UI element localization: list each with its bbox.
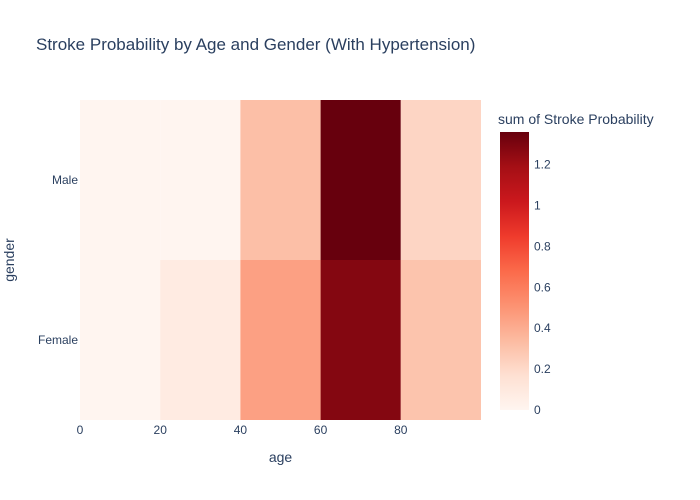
chart-title: Stroke Probability by Age and Gender (Wi… (36, 35, 475, 54)
colorbar-tick-label: 0 (534, 403, 541, 417)
colorbar-tick-label: 1.2 (534, 158, 551, 172)
y-axis-title: gender (1, 238, 17, 282)
heatmap-cell-male-0-20[interactable] (80, 100, 161, 260)
x-axis-title: age (269, 449, 293, 465)
x-tick-label: 80 (394, 423, 408, 437)
heatmap-cell-male-20-40[interactable] (160, 100, 241, 260)
x-tick-label: 0 (77, 423, 84, 437)
heatmap-cell-female-20-40[interactable] (160, 260, 241, 420)
heatmap-cells (80, 100, 481, 420)
colorbar-tick-label: 0.8 (534, 239, 551, 253)
heatmap-cell-male-80-100[interactable] (400, 100, 481, 260)
heatmap-cell-male-40-60[interactable] (240, 100, 321, 260)
heatmap-cell-male-60-80[interactable] (320, 100, 401, 260)
heatmap-cell-female-0-20[interactable] (80, 260, 161, 420)
colorbar-tick-label: 1 (534, 199, 541, 213)
x-tick-label: 20 (154, 423, 168, 437)
colorbar-tick-label: 0.4 (534, 321, 551, 335)
heatmap-cell-female-80-100[interactable] (400, 260, 481, 420)
x-axis-ticks: 0 20 40 60 80 (77, 423, 408, 437)
x-tick-label: 40 (234, 423, 248, 437)
colorbar-tick-label: 0.6 (534, 280, 551, 294)
colorbar-tick-label: 0.2 (534, 362, 551, 376)
y-tick-label: Male (52, 173, 78, 187)
y-axis-ticks: Female Male (38, 173, 78, 347)
colorbar-ticks: 0 0.2 0.4 0.6 0.8 1 1.2 (534, 158, 551, 417)
colorbar-title: sum of Stroke Probability (498, 111, 654, 127)
x-tick-label: 60 (314, 423, 328, 437)
y-tick-label: Female (38, 333, 78, 347)
colorbar (500, 132, 529, 410)
heatmap-cell-female-60-80[interactable] (320, 260, 401, 420)
heatmap-cell-female-40-60[interactable] (240, 260, 321, 420)
